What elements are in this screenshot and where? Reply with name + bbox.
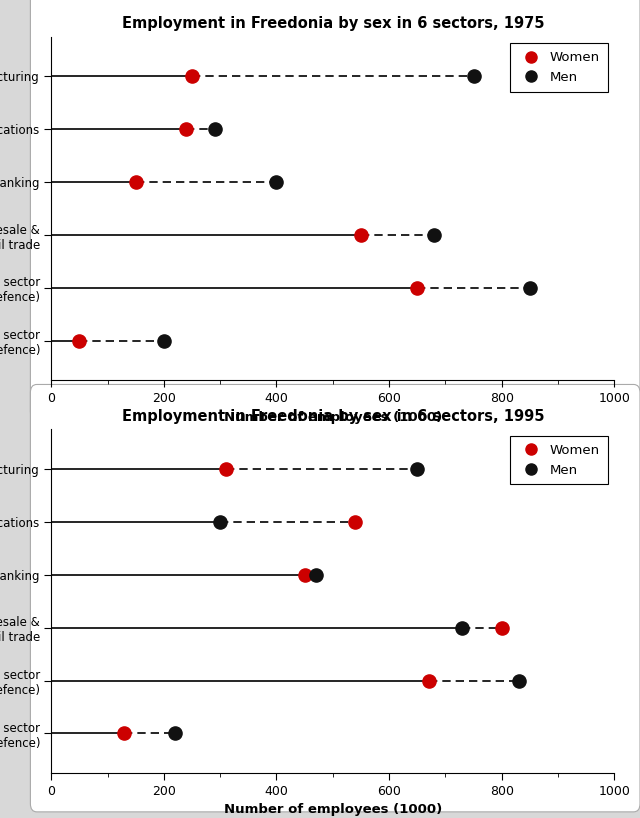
Point bbox=[412, 462, 422, 475]
Point bbox=[412, 281, 422, 294]
Point bbox=[131, 176, 141, 189]
Point bbox=[497, 621, 507, 634]
Point bbox=[209, 123, 220, 136]
Point bbox=[350, 515, 360, 528]
Point bbox=[468, 70, 479, 83]
Point bbox=[215, 515, 225, 528]
Point bbox=[221, 462, 231, 475]
Legend: Women, Men: Women, Men bbox=[510, 43, 608, 92]
X-axis label: Number of employees (1000): Number of employees (1000) bbox=[223, 411, 442, 424]
Point bbox=[424, 674, 434, 687]
Point bbox=[181, 123, 191, 136]
Point bbox=[159, 335, 169, 348]
Point bbox=[356, 228, 366, 241]
Point bbox=[457, 621, 467, 634]
Point bbox=[525, 281, 535, 294]
Point bbox=[187, 70, 197, 83]
Point bbox=[74, 335, 84, 348]
Point bbox=[429, 228, 439, 241]
Point bbox=[311, 569, 321, 582]
Legend: Women, Men: Women, Men bbox=[510, 436, 608, 484]
X-axis label: Number of employees (1000): Number of employees (1000) bbox=[223, 803, 442, 816]
Point bbox=[513, 674, 524, 687]
Title: Employment in Freedonia by sex in 6 sectors, 1975: Employment in Freedonia by sex in 6 sect… bbox=[122, 16, 544, 31]
Point bbox=[300, 569, 310, 582]
Title: Employment in Freedonia by sex in 6 sectors, 1995: Employment in Freedonia by sex in 6 sect… bbox=[122, 409, 544, 424]
Point bbox=[271, 176, 282, 189]
Point bbox=[170, 727, 180, 740]
Point bbox=[119, 727, 129, 740]
